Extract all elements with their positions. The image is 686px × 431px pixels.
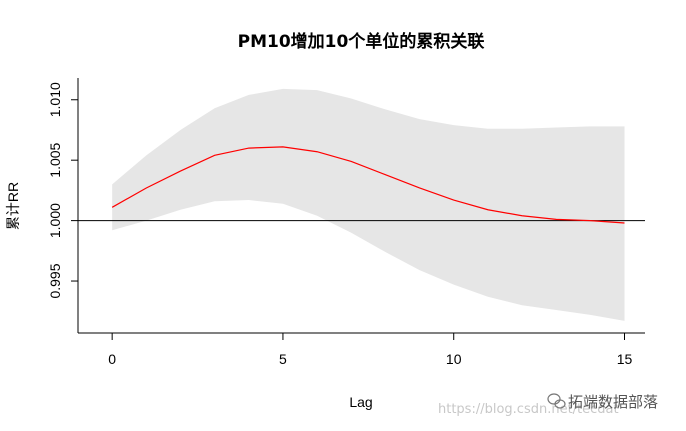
x-tick-label: 0 <box>108 351 116 367</box>
x-tick-label: 10 <box>446 351 462 367</box>
x-axis-label: Lag <box>349 394 372 410</box>
wechat-icon <box>547 393 566 409</box>
watermark-url: https://blog.csdn.net/tecdat <box>438 402 619 417</box>
y-axis: 0.995 1.000 1.005 1.010 <box>47 82 78 299</box>
y-tick-label: 1.000 <box>47 203 63 238</box>
x-axis: 0 5 10 15 <box>108 333 633 367</box>
watermark-brand: 拓端数据部落 <box>568 393 658 411</box>
confidence-band <box>112 88 625 321</box>
y-axis-label: 累计RR <box>5 182 21 230</box>
chart-title: PM10增加10个单位的累积关联 <box>238 31 485 52</box>
watermark: https://blog.csdn.net/tecdat 拓端数据部落 <box>438 393 658 417</box>
y-tick-label: 1.010 <box>47 82 63 117</box>
plot-area <box>78 88 645 321</box>
x-tick-label: 15 <box>617 351 633 367</box>
y-tick-label: 1.005 <box>47 142 63 177</box>
series-line <box>111 146 625 224</box>
x-tick-label: 5 <box>279 351 287 367</box>
y-tick-label: 0.995 <box>47 263 63 298</box>
